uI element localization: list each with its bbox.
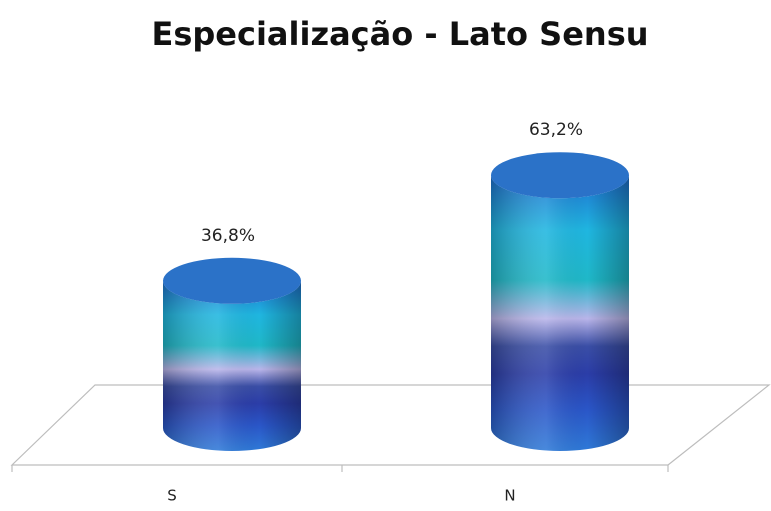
floor-plane (10, 384, 771, 466)
cylinder-shade (163, 280, 301, 451)
cylinder-shade (491, 175, 629, 451)
cylinder-top (163, 257, 301, 304)
value-label: 36,8% (201, 226, 255, 246)
cylinder-top (491, 152, 629, 199)
x-tick-label: S (167, 487, 177, 505)
x-tick-label: N (504, 487, 515, 505)
value-label: 63,2% (529, 120, 583, 140)
chart-title: Especialização - Lato Sensu (151, 15, 648, 53)
floor (10, 384, 771, 472)
